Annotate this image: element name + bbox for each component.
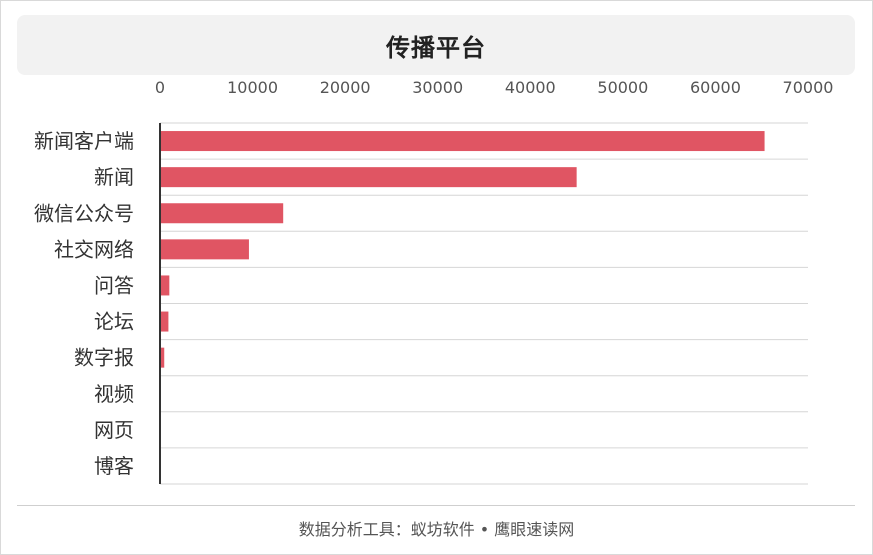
chart-title: 传播平台 <box>386 33 486 62</box>
x-tick-label: 70000 <box>783 78 834 97</box>
category-label: 数字报 <box>74 346 134 370</box>
bar <box>161 275 170 296</box>
bar <box>161 347 165 368</box>
bar <box>161 131 765 152</box>
title-bar: 传播平台 <box>17 15 855 75</box>
bar <box>161 167 577 188</box>
x-tick-label: 60000 <box>690 78 741 97</box>
bar <box>161 311 169 332</box>
category-label: 微信公众号 <box>34 201 134 225</box>
category-label: 社交网络 <box>54 237 134 261</box>
x-tick-label: 20000 <box>320 78 371 97</box>
x-tick-label: 0 <box>155 78 165 97</box>
bar <box>161 239 249 260</box>
footer-credit: 数据分析工具：蚁坊软件 • 鹰眼速读网 <box>298 520 575 539</box>
x-tick-label: 10000 <box>227 78 278 97</box>
category-label: 网页 <box>94 418 134 442</box>
footer-divider <box>17 505 855 506</box>
category-label: 问答 <box>94 273 134 297</box>
bar-chart: 0 10000 20000 30000 40000 50000 60000 70000 新闻客户… <box>34 78 834 485</box>
category-label: 博客 <box>94 454 134 478</box>
category-label: 新闻 <box>94 165 134 189</box>
category-label: 视频 <box>94 382 134 406</box>
category-label: 论坛 <box>94 310 134 334</box>
category-label: 新闻客户端 <box>34 129 134 153</box>
bar <box>161 203 284 224</box>
x-tick-label: 40000 <box>505 78 556 97</box>
x-tick-label: 30000 <box>412 78 463 97</box>
x-tick-label: 50000 <box>597 78 648 97</box>
